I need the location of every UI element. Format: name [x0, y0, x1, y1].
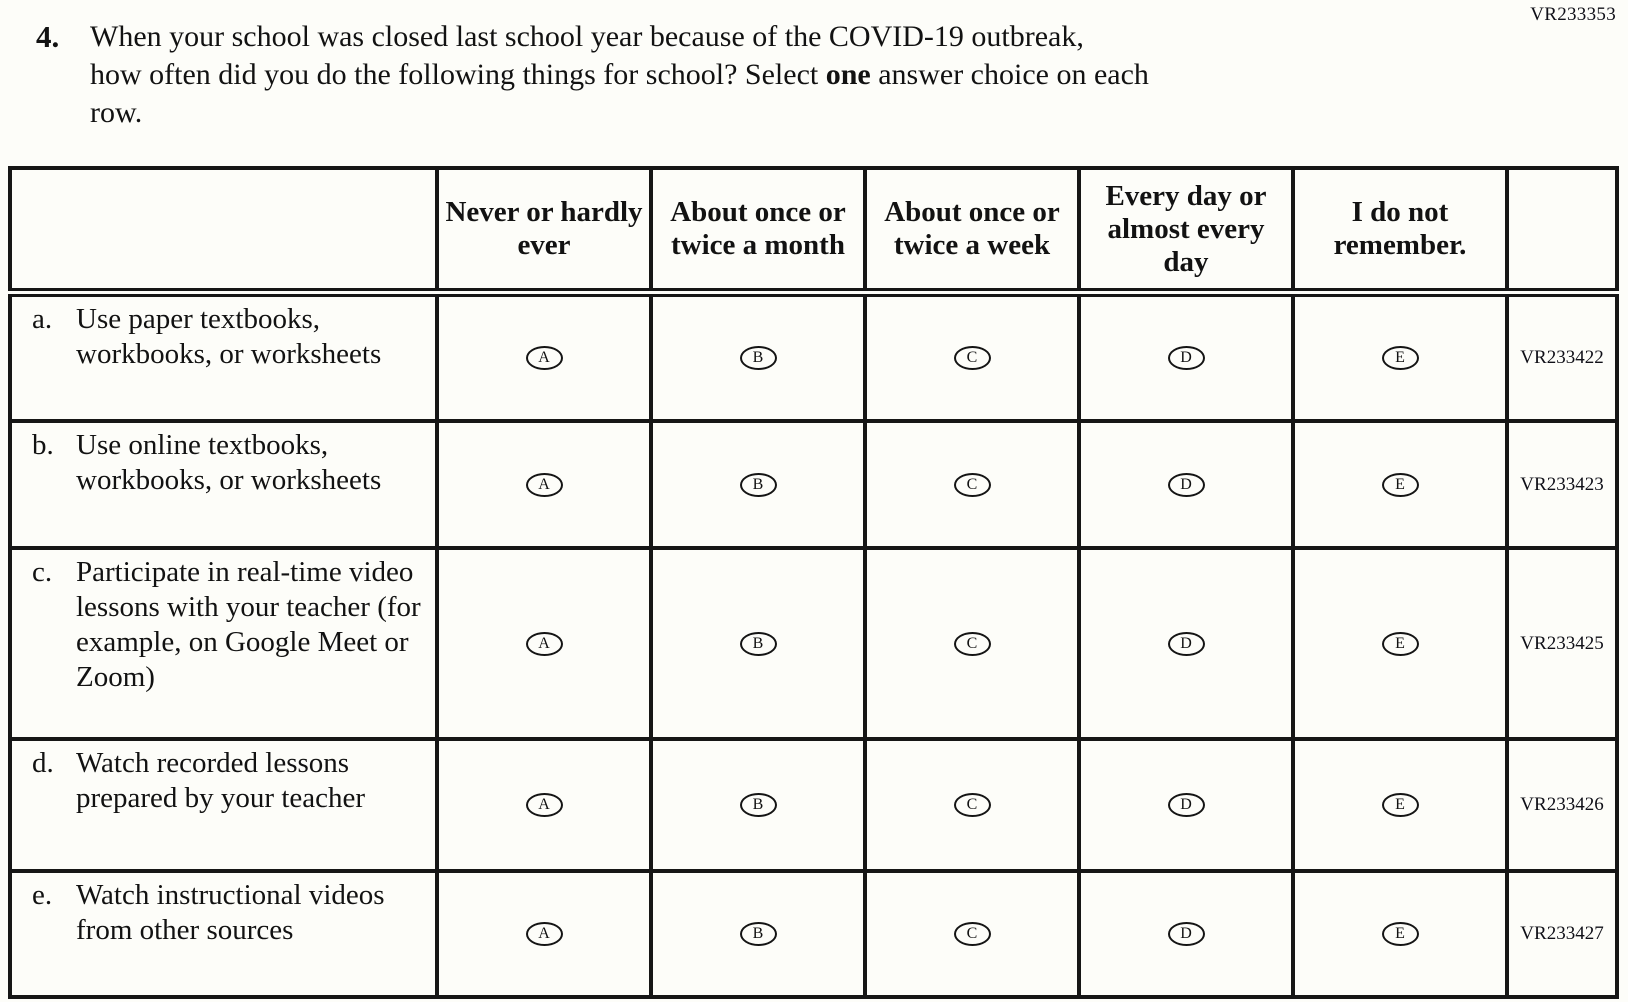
option-cell: B [649, 290, 867, 423]
option-cell: C [863, 290, 1081, 423]
row-d-option-C-bubble[interactable]: C [953, 793, 991, 817]
table-row-a: a. Use paper textbooks, workbooks, or wo… [8, 290, 1619, 423]
item-label: Use online textbooks, workbooks, or work… [76, 429, 382, 496]
row-e-option-C-bubble[interactable]: C [953, 922, 991, 946]
option-cell: C [863, 869, 1081, 999]
row-c-option-C-bubble[interactable]: C [953, 631, 991, 656]
option-cell: B [649, 546, 867, 741]
option-cell: E [1291, 419, 1509, 550]
row-b-option-B-bubble[interactable]: B [739, 472, 777, 497]
option-cell: E [1291, 869, 1509, 999]
question-number: 4. [36, 19, 60, 54]
row-d-option-E-bubble[interactable]: E [1381, 793, 1419, 817]
option-cell: A [435, 419, 653, 550]
option-cell: E [1291, 737, 1509, 873]
row-d-option-B-bubble[interactable]: B [739, 793, 777, 817]
item-label: Watch recorded lessons prepared by your … [76, 747, 366, 814]
row-b-option-A-bubble[interactable]: A [525, 472, 563, 497]
item-label-cell: c. Participate in real-time video lesson… [8, 546, 439, 741]
table-row-b: b. Use online textbooks, workbooks, or w… [8, 419, 1619, 550]
header-row: Never or hardly ever About once or twice… [8, 166, 1619, 297]
row-code: VR233425 [1505, 546, 1619, 741]
row-c-option-A-bubble[interactable]: A [525, 631, 563, 656]
item-label: Watch instructional videos from other so… [76, 879, 385, 946]
table-row-c: c. Participate in real-time video lesson… [8, 546, 1619, 741]
option-cell: A [435, 546, 653, 741]
item-label: Participate in real-time video lessons w… [76, 556, 421, 693]
header-code-column-blank [1505, 166, 1619, 297]
header-do-not-remember: I do not remember. [1291, 166, 1509, 297]
row-a-option-E-bubble[interactable]: E [1381, 346, 1419, 370]
item-label: Use paper textbooks, workbooks, or works… [76, 303, 382, 370]
row-code: VR233427 [1505, 869, 1619, 999]
question-block: 4. When your school was closed last scho… [0, 0, 1628, 132]
row-a-option-D-bubble[interactable]: D [1167, 346, 1205, 370]
option-cell: B [649, 419, 867, 550]
row-code: VR233422 [1505, 290, 1619, 423]
row-a-option-B-bubble[interactable]: B [739, 346, 777, 370]
question-line2a: how often did you do the following thing… [90, 58, 826, 91]
option-cell: C [863, 546, 1081, 741]
item-letter: e. [32, 879, 53, 911]
item-label-cell: a. Use paper textbooks, workbooks, or wo… [8, 290, 439, 423]
option-cell: D [1077, 737, 1295, 873]
option-cell: D [1077, 419, 1295, 550]
row-b-option-D-bubble[interactable]: D [1167, 472, 1205, 497]
row-e-option-A-bubble[interactable]: A [525, 922, 563, 946]
form-code: VR233353 [1530, 4, 1616, 25]
option-cell: D [1077, 290, 1295, 423]
option-cell: B [649, 737, 867, 873]
option-cell: E [1291, 546, 1509, 741]
item-label-cell: e. Watch instructional videos from other… [8, 869, 439, 999]
option-cell: D [1077, 546, 1295, 741]
item-label-cell: d. Watch recorded lessons prepared by yo… [8, 737, 439, 873]
row-e-option-D-bubble[interactable]: D [1167, 922, 1205, 946]
item-label-cell: b. Use online textbooks, workbooks, or w… [8, 419, 439, 550]
row-c-option-E-bubble[interactable]: E [1381, 631, 1419, 656]
row-a-option-C-bubble[interactable]: C [953, 346, 991, 370]
row-b-option-C-bubble[interactable]: C [953, 472, 991, 497]
option-cell: B [649, 869, 867, 999]
item-letter: a. [32, 303, 53, 335]
table-row-d: d. Watch recorded lessons prepared by yo… [8, 737, 1619, 873]
frequency-matrix-table: Never or hardly ever About once or twice… [8, 166, 1619, 999]
option-cell: D [1077, 869, 1295, 999]
header-once-twice-month: About once or twice a month [649, 166, 867, 297]
row-b-option-E-bubble[interactable]: E [1381, 472, 1419, 497]
row-c-option-D-bubble[interactable]: D [1167, 631, 1205, 656]
item-letter: b. [32, 429, 54, 461]
header-every-day: Every day or almost every day [1077, 166, 1295, 297]
row-e-option-E-bubble[interactable]: E [1381, 922, 1419, 946]
row-c-option-B-bubble[interactable]: B [739, 631, 777, 656]
row-a-option-A-bubble[interactable]: A [525, 346, 563, 370]
question-bold-word: one [825, 58, 871, 91]
header-item-column-blank [8, 166, 439, 297]
item-letter: d. [32, 747, 54, 779]
header-once-twice-week: About once or twice a week [863, 166, 1081, 297]
row-code: VR233426 [1505, 737, 1619, 873]
option-cell: A [435, 869, 653, 999]
item-letter: c. [32, 556, 53, 588]
row-e-option-B-bubble[interactable]: B [739, 922, 777, 946]
option-cell: E [1291, 290, 1509, 423]
table-row-e: e. Watch instructional videos from other… [8, 869, 1619, 999]
question-line1: When your school was closed last school … [90, 20, 1084, 53]
option-cell: C [863, 419, 1081, 550]
option-cell: A [435, 737, 653, 873]
row-code: VR233423 [1505, 419, 1619, 550]
row-d-option-D-bubble[interactable]: D [1167, 793, 1205, 817]
question-line3: row. [90, 96, 143, 129]
header-never-or-hardly-ever: Never or hardly ever [435, 166, 653, 297]
option-cell: C [863, 737, 1081, 873]
row-d-option-A-bubble[interactable]: A [525, 793, 563, 817]
question-text: When your school was closed last school … [90, 18, 1390, 132]
option-cell: A [435, 290, 653, 423]
question-line2b: answer choice on each [870, 58, 1149, 91]
